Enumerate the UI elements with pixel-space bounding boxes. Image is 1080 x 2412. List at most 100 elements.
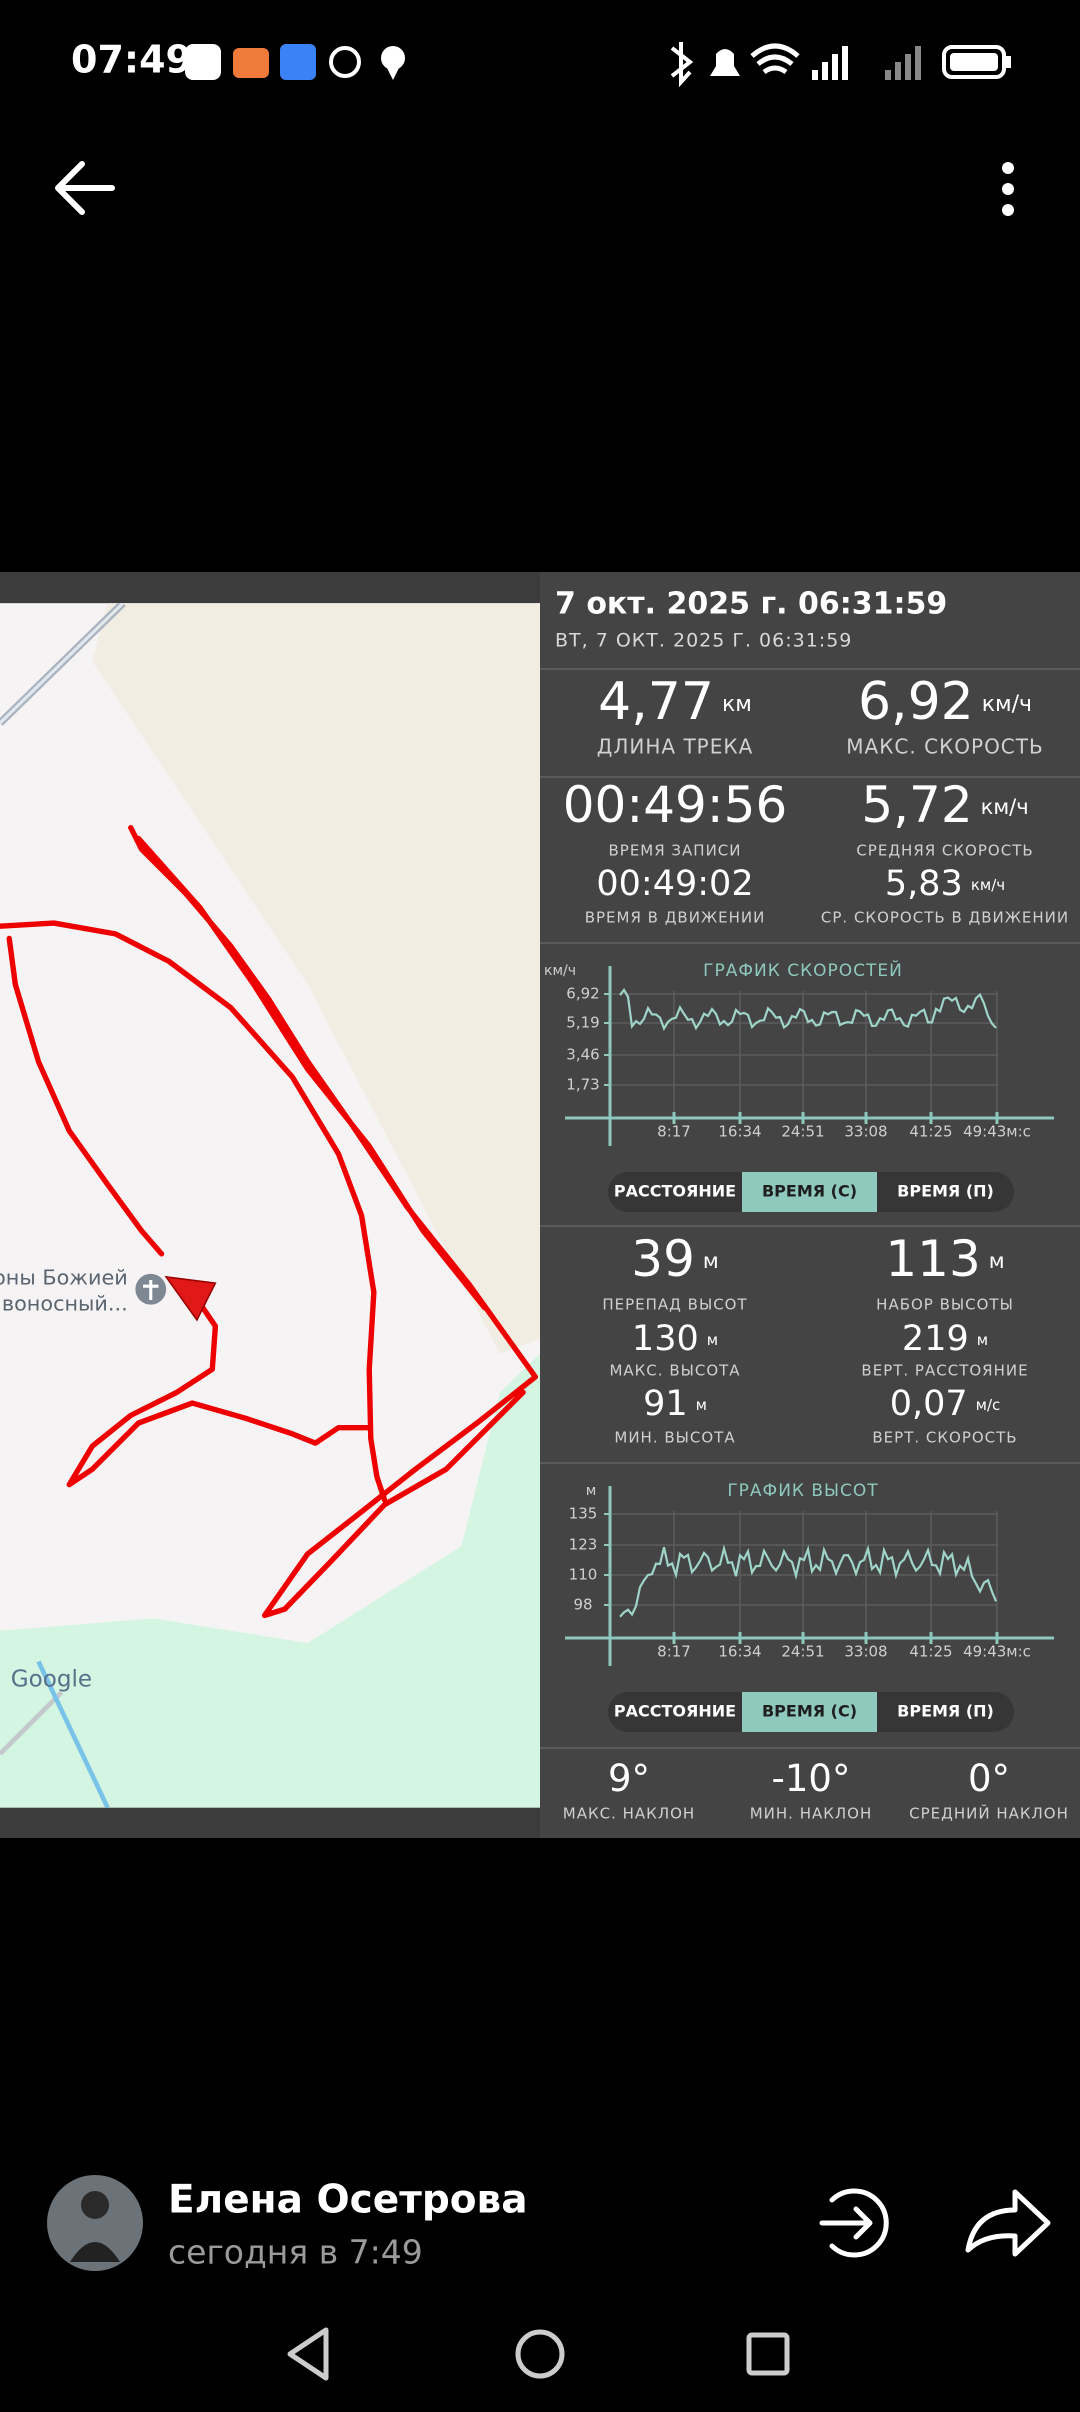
y-tick-label: 123 bbox=[569, 1536, 598, 1554]
toggle-active bbox=[742, 1172, 877, 1212]
stat-number: 5,83 bbox=[885, 864, 963, 904]
toggle-active bbox=[742, 1692, 877, 1732]
avatar[interactable] bbox=[47, 2175, 143, 2271]
x-tick-label: 24:51 bbox=[781, 1123, 824, 1141]
stat-label: МАКС. СКОРОСТЬ bbox=[846, 735, 1043, 759]
x-tick-label: 16:34 bbox=[718, 1123, 761, 1141]
map-logo: Google bbox=[11, 1666, 92, 1692]
menu-button[interactable] bbox=[1002, 162, 1014, 216]
stat-number: 00:49:56 bbox=[563, 776, 788, 834]
toggle-option[interactable]: ВРЕМЯ (С) bbox=[762, 1702, 857, 1721]
chart-line bbox=[619, 1544, 998, 1618]
y-tick-label: 5,19 bbox=[566, 1014, 599, 1032]
x-tick-label: 41:25 bbox=[909, 1643, 952, 1661]
map-road bbox=[0, 603, 125, 725]
stat-value: -10° bbox=[772, 1757, 851, 1800]
wifi-icon bbox=[750, 43, 800, 75]
x-tick-label: 24:51 bbox=[781, 1643, 824, 1661]
stat-label: МАКС. НАКЛОН bbox=[563, 1805, 695, 1823]
y-tick-label: 135 bbox=[569, 1505, 598, 1523]
stat-value: 0,07 м/с bbox=[890, 1384, 1001, 1424]
x-tick-label: 16:34 bbox=[718, 1643, 761, 1661]
stat-value: 113 м bbox=[885, 1230, 1004, 1288]
app-icon bbox=[329, 46, 361, 78]
stat-unit: км/ч bbox=[971, 876, 1005, 894]
avatar bbox=[70, 2242, 120, 2262]
nav-home[interactable] bbox=[515, 2329, 565, 2379]
stat-value: 6,92 км/ч bbox=[858, 672, 1032, 732]
stat-unit: км bbox=[722, 692, 752, 717]
stat-value: 91 м bbox=[643, 1384, 707, 1424]
mute-icon bbox=[710, 49, 740, 76]
stat-number: 4,77 bbox=[598, 672, 714, 732]
toggle-option[interactable]: ВРЕМЯ (С) bbox=[762, 1182, 857, 1201]
chart-unit: м bbox=[586, 1483, 597, 1499]
track-title: 7 окт. 2025 г. 06:31:59 bbox=[555, 587, 947, 622]
stat-label: МАКС. ВЫСОТА bbox=[609, 1362, 740, 1380]
stat-unit: км/ч bbox=[981, 795, 1029, 819]
x-tick-label: 8:17 bbox=[657, 1643, 691, 1661]
stat-number: 5,72 bbox=[861, 776, 972, 834]
stat-label: ВРЕМЯ ЗАПИСИ bbox=[608, 842, 741, 860]
app-icon bbox=[280, 44, 316, 80]
stat-number: 39 bbox=[631, 1230, 695, 1288]
stat-value: 219 м bbox=[902, 1319, 988, 1359]
stat-label: ВРЕМЯ В ДВИЖЕНИИ bbox=[585, 909, 766, 927]
nav-back[interactable] bbox=[287, 2327, 329, 2381]
stat-value: 9° bbox=[608, 1757, 650, 1800]
stat-label: ВЕРТ. СКОРОСТЬ bbox=[872, 1429, 1017, 1447]
stat-label: ВЕРТ. РАССТОЯНИЕ bbox=[861, 1362, 1028, 1380]
stat-unit: м bbox=[696, 1396, 707, 1414]
share-inside-button[interactable] bbox=[819, 2188, 889, 2258]
stat-number: 9° bbox=[608, 1757, 650, 1800]
stat-number: 00:49:02 bbox=[596, 864, 753, 904]
battery-tip bbox=[1006, 56, 1011, 68]
map: коны Божией Живоносный... Google bbox=[0, 603, 540, 1808]
y-tick-label: 6,92 bbox=[566, 985, 599, 1003]
stat-label: МИН. НАКЛОН bbox=[750, 1805, 873, 1823]
y-tick-label: 3,46 bbox=[566, 1046, 599, 1064]
map-poi bbox=[143, 1279, 159, 1300]
track-subtitle: ВТ, 7 ОКТ. 2025 Г. 06:31:59 bbox=[555, 630, 852, 652]
signal-icon bbox=[812, 46, 848, 80]
location-icon bbox=[385, 64, 401, 80]
toggle-option[interactable]: ВРЕМЯ (П) bbox=[897, 1702, 994, 1721]
stat-value: 4,77 км bbox=[598, 672, 752, 732]
map-stream bbox=[36, 1660, 110, 1808]
stat-number: 130 bbox=[632, 1319, 699, 1359]
author-name[interactable]: Елена Осетрова bbox=[168, 2178, 528, 2223]
stat-label: СРЕДНИЙ НАКЛОН bbox=[909, 1804, 1069, 1823]
status-bar: 07:49 bbox=[71, 38, 1011, 88]
stat-label: МИН. ВЫСОТА bbox=[614, 1429, 735, 1447]
x-tick-label: 33:08 bbox=[844, 1643, 887, 1661]
stat-value: 5,83 км/ч bbox=[885, 864, 1005, 904]
map-area bbox=[92, 603, 540, 1354]
stat-number: 219 bbox=[902, 1319, 969, 1359]
stat-unit: м bbox=[977, 1331, 988, 1349]
toggle-option[interactable]: ВРЕМЯ (П) bbox=[897, 1182, 994, 1201]
stat-label: СР. СКОРОСТЬ В ДВИЖЕНИИ bbox=[821, 909, 1069, 927]
share-button[interactable] bbox=[965, 2189, 1051, 2257]
toggle-option[interactable]: РАССТОЯНИЕ bbox=[614, 1702, 736, 1721]
chart-unit: км/ч bbox=[544, 963, 576, 979]
back-button[interactable] bbox=[55, 161, 115, 215]
stat-label: СРЕДНЯЯ СКОРОСТЬ bbox=[856, 842, 1033, 860]
track bbox=[0, 824, 539, 1619]
nav-recents[interactable] bbox=[746, 2332, 790, 2376]
y-tick-label: 1,73 bbox=[566, 1076, 599, 1094]
stat-unit: м bbox=[989, 1249, 1005, 1273]
x-tick-label: 33:08 bbox=[844, 1123, 887, 1141]
position-marker bbox=[164, 1275, 217, 1322]
stat-number: -10° bbox=[772, 1757, 851, 1800]
x-tick-label: 49:43м:с bbox=[963, 1643, 1031, 1661]
map-road bbox=[0, 1690, 64, 1756]
battery-level bbox=[950, 53, 998, 71]
stat-label: ПЕРЕПАД ВЫСОТ bbox=[602, 1296, 747, 1314]
stat-number: 6,92 bbox=[858, 672, 974, 732]
clock: 07:49 bbox=[71, 38, 192, 82]
y-tick-label: 110 bbox=[569, 1566, 598, 1584]
bluetooth-icon bbox=[670, 42, 694, 88]
toggle-option[interactable]: РАССТОЯНИЕ bbox=[614, 1182, 736, 1201]
chart-title: ГРАФИК ВЫСОТ bbox=[727, 1481, 878, 1501]
